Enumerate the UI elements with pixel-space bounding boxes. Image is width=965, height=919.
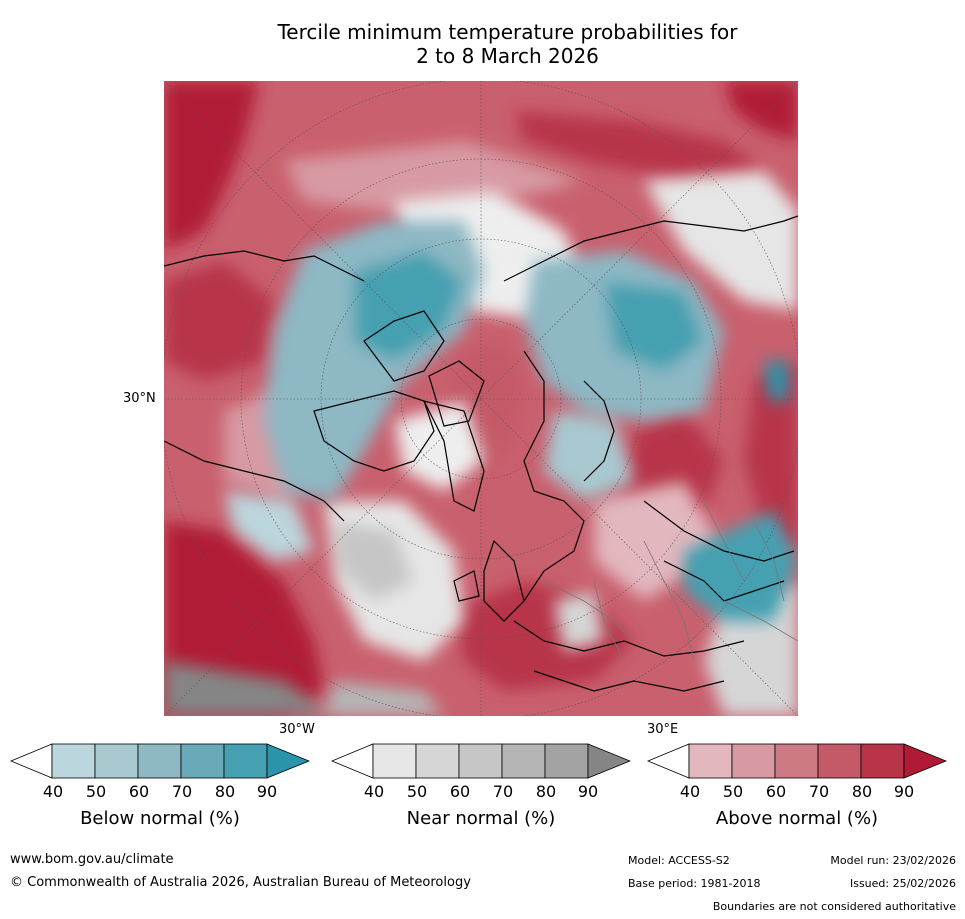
near-swatch-2 bbox=[415, 743, 460, 779]
tick-above-80: 80 bbox=[851, 782, 873, 801]
tick-above-70: 70 bbox=[808, 782, 830, 801]
below-swatch-1 bbox=[51, 743, 96, 779]
country-borders bbox=[543, 500, 798, 662]
map-title: Tercile minimum temperature probabilitie… bbox=[0, 20, 965, 68]
tick-below-40: 40 bbox=[42, 782, 64, 801]
near-swatch-3 bbox=[458, 743, 503, 779]
tick-near-90: 90 bbox=[577, 782, 599, 801]
base-period-text: Base period: 1981-2018 bbox=[628, 877, 761, 890]
title-line-1: Tercile minimum temperature probabilitie… bbox=[277, 20, 738, 44]
website-link[interactable]: www.bom.gov.au/climate bbox=[10, 852, 174, 867]
colorbar-title-near: Near normal (%) bbox=[406, 808, 556, 829]
model-run-text: Model run: 23/02/2026 bbox=[830, 854, 956, 867]
colorbar-above-normal bbox=[647, 743, 947, 779]
label-30n: 30°N bbox=[123, 391, 156, 406]
colorbar-below-normal bbox=[10, 743, 310, 779]
below-swatch-5 bbox=[223, 743, 268, 779]
colorbar-near-swatches bbox=[331, 743, 631, 779]
tick-above-90: 90 bbox=[893, 782, 915, 801]
title-line-2: 2 to 8 March 2026 bbox=[416, 44, 599, 68]
above-swatch-4 bbox=[817, 743, 862, 779]
map-canvas bbox=[164, 81, 798, 716]
tick-above-60: 60 bbox=[765, 782, 787, 801]
below-extend-high bbox=[266, 743, 310, 779]
disclaimer-text: Boundaries are not considered authoritat… bbox=[712, 900, 956, 913]
above-extend-high bbox=[903, 743, 947, 779]
above-swatch-2 bbox=[731, 743, 776, 779]
tick-below-70: 70 bbox=[171, 782, 193, 801]
tick-above-40: 40 bbox=[679, 782, 701, 801]
tick-above-50: 50 bbox=[722, 782, 744, 801]
near-extend-low bbox=[331, 743, 374, 779]
tick-below-80: 80 bbox=[214, 782, 236, 801]
tick-below-90: 90 bbox=[256, 782, 278, 801]
tick-near-60: 60 bbox=[449, 782, 471, 801]
below-swatch-3 bbox=[137, 743, 182, 779]
near-swatch-4 bbox=[501, 743, 546, 779]
below-normal-region bbox=[224, 221, 798, 621]
below-extend-low bbox=[10, 743, 53, 779]
near-swatch-1 bbox=[372, 743, 417, 779]
tick-below-50: 50 bbox=[85, 782, 107, 801]
tick-below-60: 60 bbox=[128, 782, 150, 801]
label-30e: 30°E bbox=[647, 722, 679, 737]
probability-map bbox=[164, 81, 798, 716]
tick-near-40: 40 bbox=[363, 782, 385, 801]
model-text: Model: ACCESS-S2 bbox=[628, 854, 730, 867]
tick-near-80: 80 bbox=[535, 782, 557, 801]
colorbar-near-normal bbox=[331, 743, 631, 779]
colorbar-above-swatches bbox=[647, 743, 947, 779]
colorbar-title-above: Above normal (%) bbox=[715, 808, 879, 829]
issued-text: Issued: 25/02/2026 bbox=[849, 877, 956, 890]
above-extend-low bbox=[647, 743, 690, 779]
tick-near-50: 50 bbox=[406, 782, 428, 801]
below-swatch-4 bbox=[180, 743, 225, 779]
near-extend-high bbox=[587, 743, 631, 779]
above-swatch-5 bbox=[860, 743, 905, 779]
copyright-text: © Commonwealth of Australia 2026, Austra… bbox=[10, 875, 471, 890]
label-30w: 30°W bbox=[279, 722, 315, 737]
near-swatch-5 bbox=[544, 743, 589, 779]
colorbar-below-swatches bbox=[10, 743, 310, 779]
tick-near-70: 70 bbox=[492, 782, 514, 801]
below-swatch-2 bbox=[94, 743, 139, 779]
above-swatch-3 bbox=[774, 743, 819, 779]
graticule bbox=[164, 81, 798, 716]
colorbar-title-below: Below normal (%) bbox=[80, 808, 240, 829]
above-swatch-1 bbox=[688, 743, 733, 779]
coastlines bbox=[164, 215, 798, 692]
